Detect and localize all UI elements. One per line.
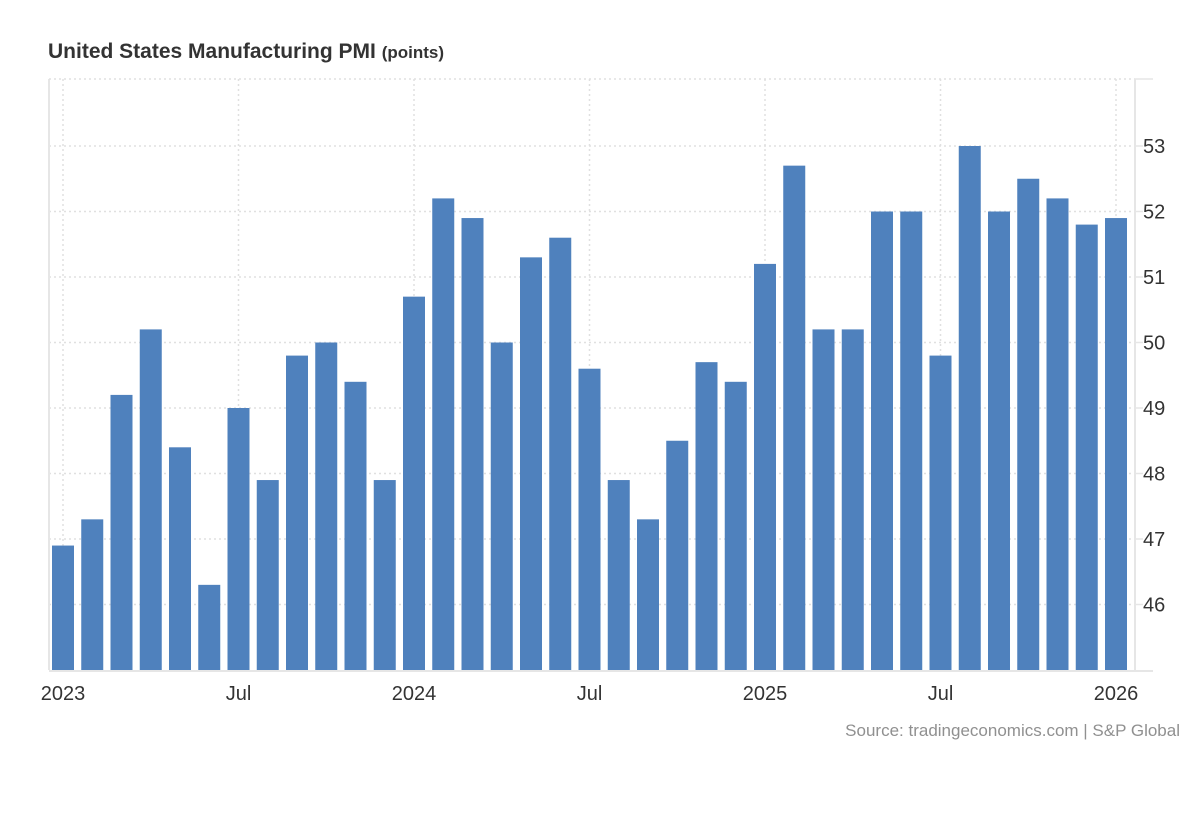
chart-unit-label: (points) [381,43,445,62]
bar[interactable]: May 2023: 48.4 [169,447,191,670]
y-tick-label: 50 [1143,333,1165,355]
bar[interactable]: Sep 2025: 52 [988,211,1010,671]
chart-plot: Jan 2023: 46.9 Feb 2023: 47.3 Mar 2023: 49… [41,78,1165,705]
x-tick-label: 2023 [41,683,86,705]
bar[interactable]: Apr 2024: 50 [490,342,513,671]
bar[interactable]: Feb 2023: 47.3 [81,519,104,670]
bar[interactable]: Mar 2023: 49.2 [110,394,133,670]
bar[interactable]: Dec 2025: 51.8 [1075,224,1098,670]
x-tick-label: 2025 [743,683,788,705]
y-tick-label: 46 [1143,595,1165,617]
bar[interactable]: Jun 2023: 46.3 [198,584,221,670]
x-tick-label: 2026 [1094,683,1139,705]
source-note: Source: tradingeconomics.com | S&P Globa… [845,721,1180,740]
bar[interactable]: Oct 2024: 48.5 [666,440,689,670]
bar[interactable]: Dec 2023: 47.9 [373,480,396,670]
bar[interactable]: May 2025: 52 [871,211,893,671]
bar[interactable]: Jul 2023: 49 [227,408,250,670]
bar[interactable]: Feb 2024: 52.2 [432,198,455,670]
bar[interactable]: May 2024: 51.3 [520,257,542,670]
y-tick-label: 51 [1143,267,1165,289]
y-tick-label: 48 [1143,464,1165,486]
y-tick-label: 47 [1143,529,1165,551]
bar[interactable]: Jun 2024: 51.6 [549,237,572,670]
bar[interactable]: Jan 2023: 46.9 [52,545,74,670]
bar[interactable]: Feb 2025: 52.7 [783,165,806,670]
bar[interactable]: Jan 2025: 51.2 [754,263,776,670]
bar[interactable]: Jun 2025: 52 [900,211,923,671]
bar[interactable]: Apr 2025: 50.2 [841,329,864,670]
bar[interactable]: Aug 2023: 47.9 [256,480,279,670]
y-tick-label: 49 [1143,398,1165,420]
chart-title: United States Manufacturing PMI (points) [48,40,444,64]
x-tick-label: Jul [928,683,954,705]
bar[interactable]: Oct 2023: 50 [315,342,338,671]
bar[interactable]: Oct 2025: 52.5 [1017,178,1040,670]
bar[interactable]: Aug 2024: 47.9 [607,480,630,670]
chart-title-text: United States Manufacturing PMI [48,40,376,63]
bar[interactable]: Sep 2024: 47.3 [637,519,659,670]
bar[interactable]: Mar 2025: 50.2 [812,329,835,670]
y-axis-ticks: 46 47 48 49 50 51 52 53 [1135,136,1165,617]
bars: Jan 2023: 46.9 Feb 2023: 47.3 Mar 2023: 49… [52,146,1127,671]
bar[interactable]: Nov 2024: 49.7 [695,362,718,670]
bar[interactable]: Jan 2026: 51.9 [1105,218,1127,671]
bar[interactable]: Aug 2025: 53 [958,146,981,670]
bar[interactable]: Nov 2025: 52.2 [1046,198,1069,670]
bar[interactable]: Jan 2024: 50.7 [403,296,425,670]
x-tick-label: Jul [226,683,252,705]
bar[interactable]: Mar 2024: 51.9 [461,218,484,671]
bar[interactable]: Apr 2023: 50.2 [139,329,162,670]
x-tick-label: 2024 [392,683,437,705]
bar[interactable]: Nov 2023: 49.4 [344,381,367,670]
y-tick-label: 52 [1143,202,1165,224]
bar[interactable]: Jul 2024: 49.6 [578,368,601,670]
bar[interactable]: Sep 2023: 49.8 [286,355,308,670]
bar[interactable]: Dec 2024: 49.4 [724,381,747,670]
x-axis-ticks: 2023 Jul 2024 Jul 2025 Jul 2026 [41,683,1139,705]
x-tick-label: Jul [577,683,603,705]
y-tick-label: 53 [1143,136,1165,158]
bar[interactable]: Jul 2025: 49.8 [929,355,952,670]
